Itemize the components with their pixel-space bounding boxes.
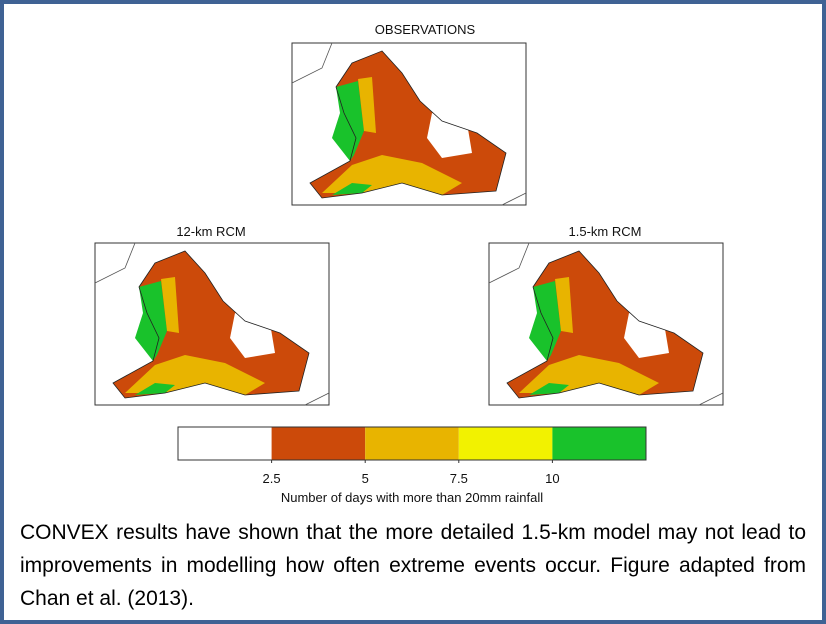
colorbar-label: Number of days with more than 20mm rainf… bbox=[281, 490, 543, 505]
panel-title: OBSERVATIONS bbox=[375, 22, 476, 37]
page-body: OBSERVATIONS 12-km RCM 1.5-km RCM 2.5 5 7.… bbox=[0, 0, 826, 624]
colorbar-segment bbox=[459, 427, 553, 460]
figure-card: OBSERVATIONS 12-km RCM 1.5-km RCM 2.5 5 7.… bbox=[0, 0, 826, 624]
caption: CONVEX results have shown that the more … bbox=[20, 516, 806, 615]
colorbar: 2.5 5 7.5 10 bbox=[178, 427, 646, 486]
map-observations bbox=[292, 43, 526, 205]
colorbar-tick-label: 2.5 bbox=[263, 471, 281, 486]
map-1p5km bbox=[489, 243, 723, 405]
colorbar-segment bbox=[272, 427, 366, 460]
colorbar-segment bbox=[552, 427, 646, 460]
colorbar-tick-label: 5 bbox=[362, 471, 369, 486]
colorbar-tick-label: 10 bbox=[545, 471, 559, 486]
colorbar-segment bbox=[178, 427, 272, 460]
map-12km bbox=[95, 243, 329, 405]
colorbar-tick-label: 7.5 bbox=[450, 471, 468, 486]
panel-title: 1.5-km RCM bbox=[569, 224, 642, 239]
panel-title: 12-km RCM bbox=[176, 224, 245, 239]
colorbar-segment bbox=[365, 427, 459, 460]
